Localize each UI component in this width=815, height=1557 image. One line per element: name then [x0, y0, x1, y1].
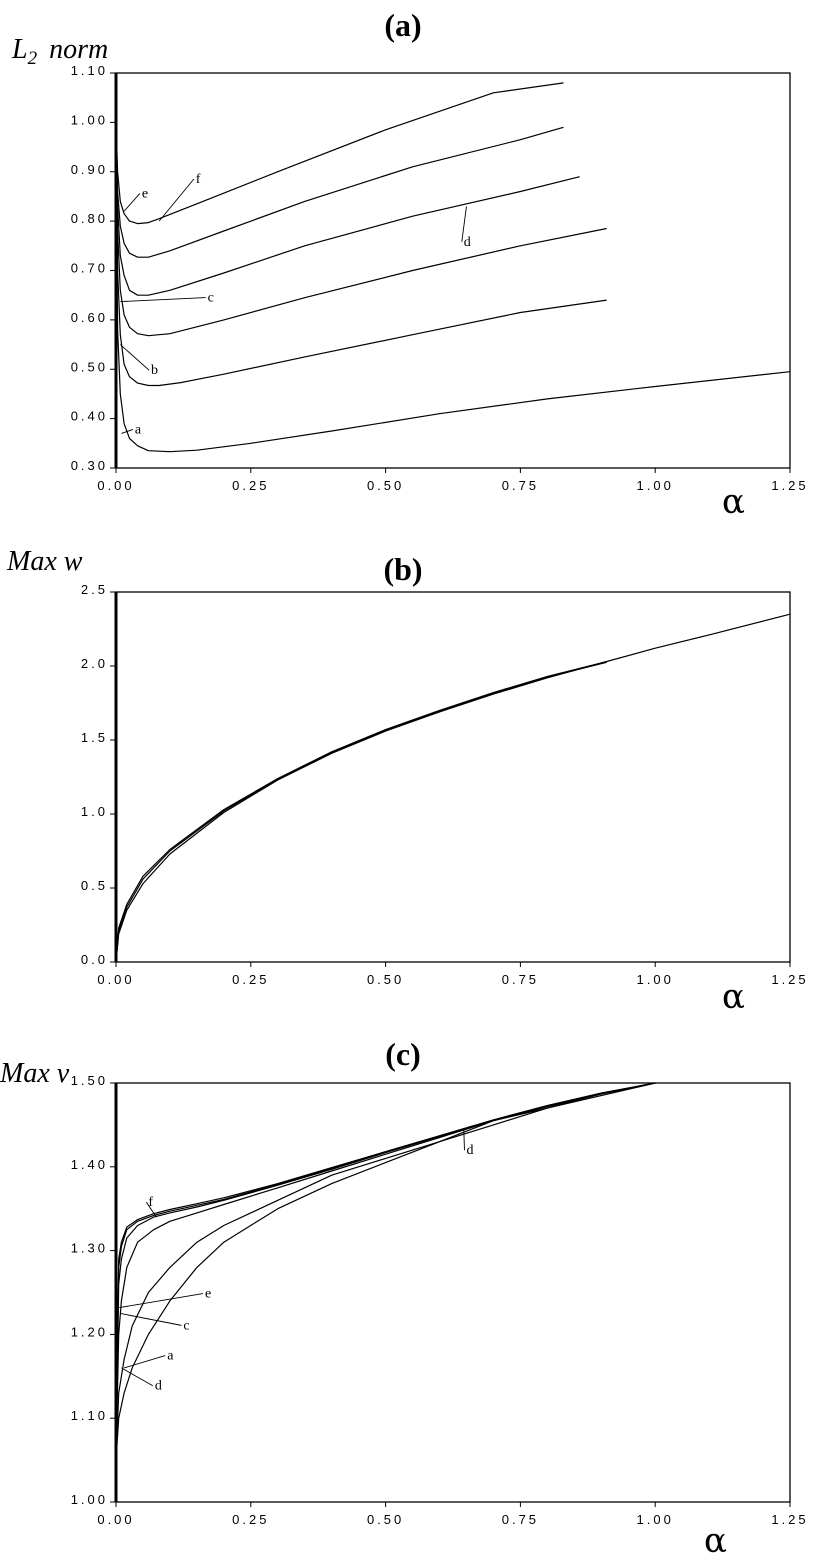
x-tick-label: 0.50 — [367, 972, 404, 987]
y-tick-label: 0.70 — [71, 261, 108, 276]
leader-line — [120, 297, 206, 303]
series-line-e — [115, 1082, 656, 1461]
x-tick-label: 0.25 — [232, 1512, 269, 1527]
x-tick-label: 1.25 — [771, 972, 808, 987]
x-tick-label: 1.25 — [771, 1512, 808, 1527]
y-tick-label: 0.50 — [71, 359, 108, 374]
x-tick-label: 0.50 — [367, 1512, 404, 1527]
curve-label: f — [148, 1195, 153, 1210]
y-tick-label: 0.80 — [71, 211, 108, 226]
panel-title: (c) — [385, 1036, 421, 1072]
y-tick-label: 1.10 — [71, 63, 108, 78]
leader-line — [158, 178, 195, 222]
series-line-f — [115, 1082, 656, 1461]
panel-b: (b) Max w α 0.00 0.25 0.50 0.75 1.00 1.25 0.0 0… — [6, 546, 808, 1017]
leader-line — [120, 1313, 182, 1326]
panel-title: (b) — [383, 551, 422, 587]
x-tick-label: 0.75 — [502, 972, 539, 987]
curve-label: c — [208, 291, 214, 306]
series-line-b — [115, 1082, 656, 1461]
curve-label: a — [135, 422, 142, 437]
x-axis-title: α — [704, 1521, 727, 1557]
y-tick-label: 1.10 — [71, 1408, 108, 1423]
y-tick-label: 2.5 — [81, 582, 108, 597]
y-tick-label: 0.30 — [71, 458, 108, 473]
y-tick-label: 1.00 — [71, 1492, 108, 1507]
y-axis-title: Max v — [0, 1058, 70, 1089]
x-tick-label: 0.75 — [502, 478, 539, 493]
y-tick-label: 1.30 — [71, 1241, 108, 1256]
panel-c: (c) Max v α 0.00 0.25 0.50 0.75 1.00 1.25 1.00… — [0, 1036, 808, 1557]
x-tick-label: 0.00 — [97, 1512, 134, 1527]
panel-a: (a) L2 norm α 0.00 0.25 0.50 0.75 1.00 1.25 0.3… — [11, 7, 808, 522]
leader-line — [119, 1293, 204, 1309]
series-line-e — [115, 122, 564, 258]
series-line-d — [115, 1082, 656, 1461]
y-tick-label: 0.0 — [81, 952, 108, 967]
panel-title: (a) — [384, 7, 421, 43]
leader-line — [123, 193, 141, 212]
x-axis-title: α — [722, 482, 745, 522]
x-tick-label: 1.00 — [637, 1512, 674, 1527]
x-tick-label: 1.00 — [637, 972, 674, 987]
curve-label: d — [466, 1143, 473, 1158]
leader-line — [121, 1367, 154, 1387]
x-axis-title: α — [722, 977, 745, 1017]
x-tick-label: 0.00 — [97, 972, 134, 987]
y-tick-label: 2.0 — [81, 656, 108, 671]
x-tick-label: 0.75 — [502, 1512, 539, 1527]
y-axis-title: Max w — [6, 546, 83, 577]
y-tick-label: 0.60 — [71, 310, 108, 325]
series-line-a — [115, 122, 791, 453]
x-tick-label: 0.25 — [232, 972, 269, 987]
curve-label: e — [142, 186, 148, 201]
leader-line — [463, 1129, 465, 1151]
curve-label: b — [151, 363, 158, 378]
curve-label: a — [167, 1349, 174, 1364]
series-line-3 — [115, 661, 607, 963]
plot-frame — [115, 1082, 791, 1503]
leader-line — [121, 429, 134, 434]
series-line-f — [115, 82, 564, 225]
y-axis-title: L2 norm — [11, 34, 108, 69]
y-tick-label: 0.90 — [71, 162, 108, 177]
series-line-1 — [115, 613, 791, 963]
y-tick-label: 1.00 — [71, 112, 108, 127]
series-line-c — [115, 1082, 656, 1461]
series-line-2 — [115, 661, 607, 963]
y-tick-label: 1.5 — [81, 730, 108, 745]
y-tick-label: 0.40 — [71, 409, 108, 424]
series-line-b — [115, 122, 607, 387]
x-tick-label: 0.50 — [367, 478, 404, 493]
plot-frame — [115, 591, 791, 963]
leader-line — [461, 206, 467, 242]
curve-label: c — [183, 1318, 189, 1333]
x-tick-label: 1.25 — [771, 478, 808, 493]
y-tick-label: 0.5 — [81, 878, 108, 893]
series-line-a — [115, 1082, 656, 1461]
leader-line — [123, 1355, 166, 1369]
curve-label: f — [196, 172, 201, 187]
x-tick-label: 0.00 — [97, 478, 134, 493]
curve-label: d — [464, 235, 471, 250]
series-line-d — [115, 122, 580, 296]
series-line-c — [115, 122, 607, 337]
y-tick-label: 1.20 — [71, 1324, 108, 1339]
curve-label: e — [205, 1287, 211, 1302]
x-tick-label: 0.25 — [232, 478, 269, 493]
y-tick-label: 1.0 — [81, 804, 108, 819]
x-tick-label: 1.00 — [637, 478, 674, 493]
y-tick-label: 1.40 — [71, 1157, 108, 1172]
y-tick-label: 1.50 — [71, 1073, 108, 1088]
leader-line — [145, 1201, 157, 1218]
curve-label: d — [155, 1379, 162, 1394]
plot-frame — [115, 72, 791, 469]
leader-line — [120, 344, 150, 371]
